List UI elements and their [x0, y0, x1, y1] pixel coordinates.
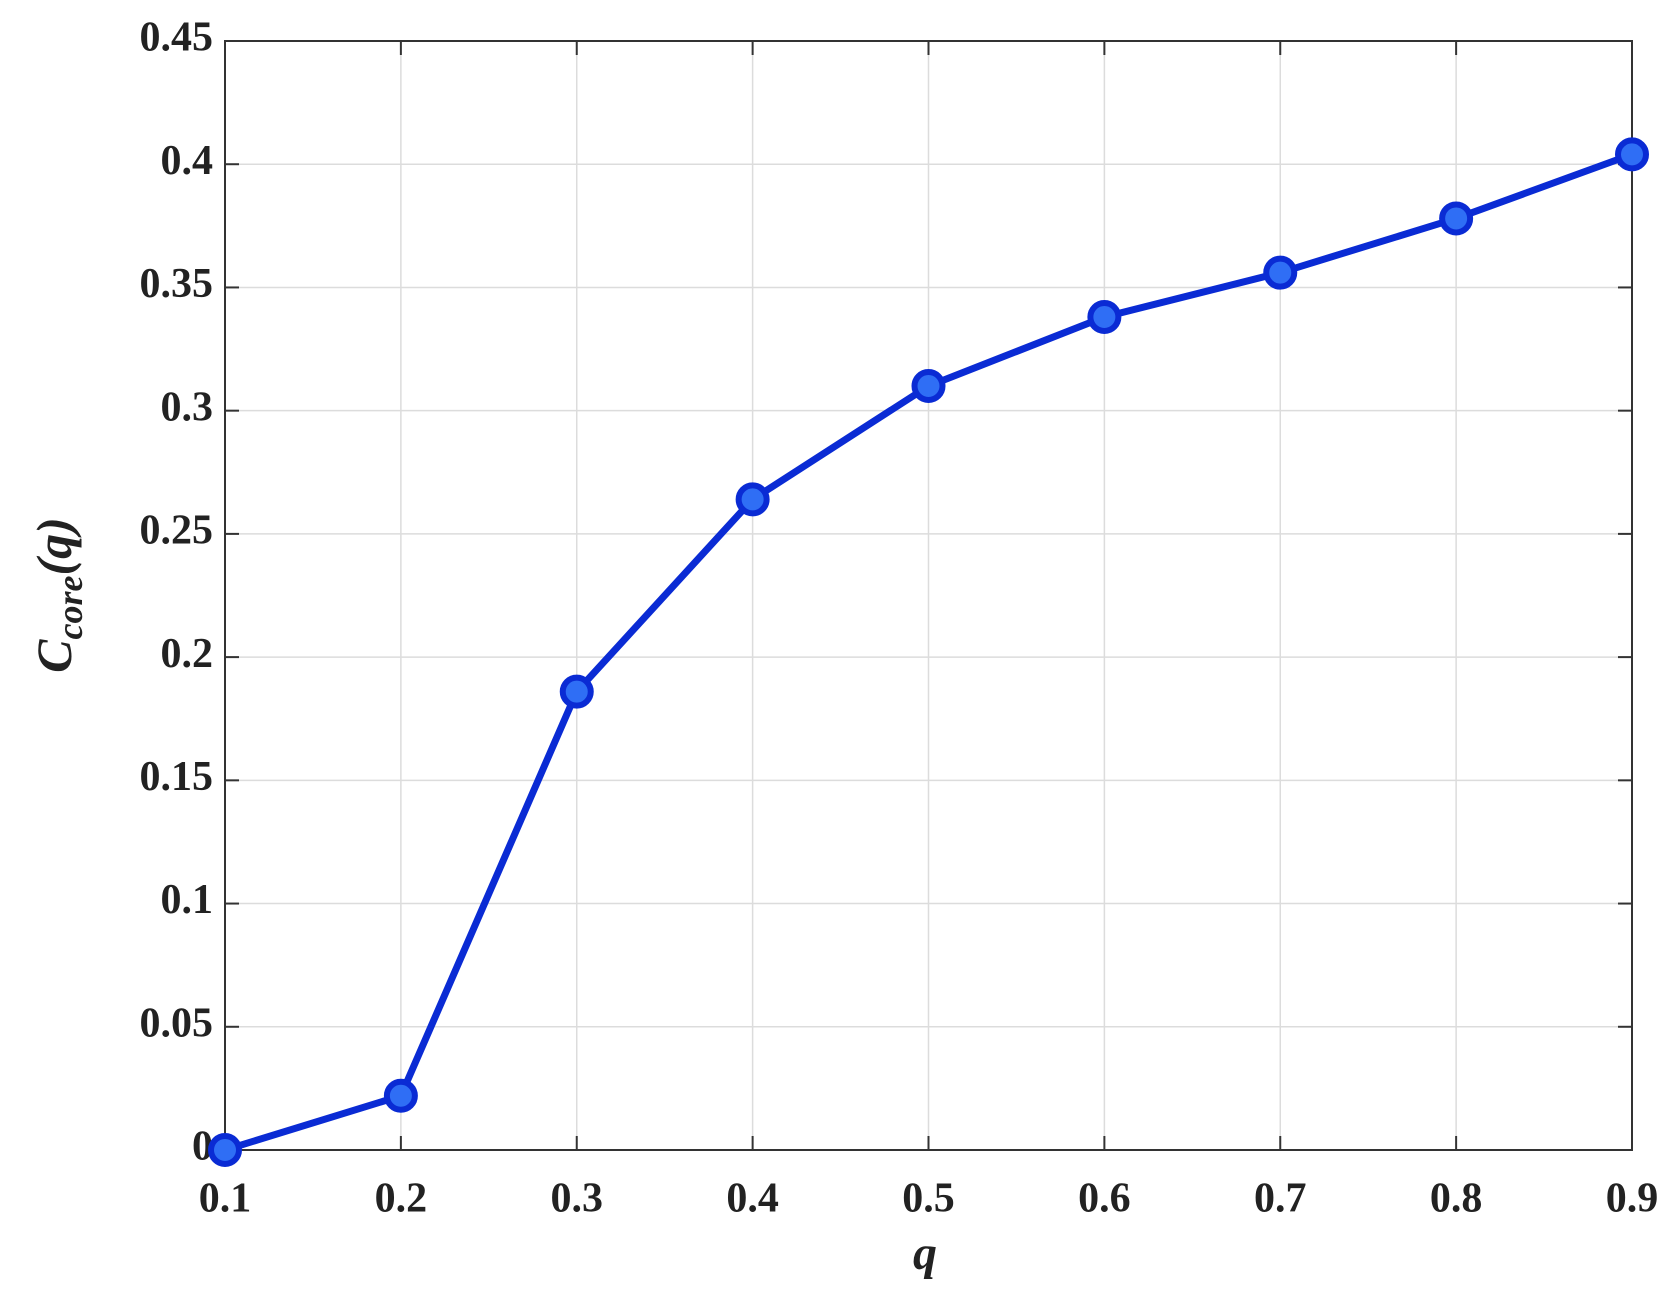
data-point: [1087, 300, 1122, 335]
x-tick-label: 0.1: [199, 1176, 252, 1222]
data-point: [1615, 137, 1649, 172]
y-tick-label: 0.15: [140, 754, 214, 800]
data-point: [911, 369, 946, 404]
y-tick-label: 0.35: [140, 261, 214, 307]
y-label-tail: (q): [26, 517, 82, 575]
y-label-main: C: [26, 639, 82, 673]
x-tick-label: 0.7: [1254, 1176, 1307, 1222]
data-point: [208, 1133, 242, 1167]
x-tick-label: 0.6: [1078, 1176, 1131, 1222]
y-tick-label: 0.2: [161, 631, 214, 677]
x-tick-label: 0.2: [375, 1176, 428, 1222]
y-label-sub: core: [50, 575, 90, 639]
x-tick-label: 0.9: [1606, 1176, 1659, 1222]
y-tick-label: 0: [192, 1124, 213, 1170]
y-tick-label: 0.05: [140, 1000, 214, 1046]
x-tick-label: 0.4: [726, 1176, 779, 1222]
y-tick-label: 0.25: [140, 508, 214, 554]
data-point: [1439, 201, 1474, 236]
x-tick-label: 0.8: [1430, 1176, 1483, 1222]
x-axis-label: q: [913, 1227, 937, 1280]
data-point: [735, 482, 770, 517]
y-tick-label: 0.1: [161, 877, 214, 923]
y-tick-label: 0.3: [161, 384, 214, 430]
data-point: [559, 674, 594, 709]
x-tick-label: 0.5: [902, 1176, 955, 1222]
y-tick-label: 0.45: [140, 15, 214, 61]
x-tick-label: 0.3: [551, 1176, 604, 1222]
y-axis-label: Ccore(q): [26, 517, 90, 673]
data-point: [383, 1078, 418, 1113]
data-point: [1263, 255, 1298, 290]
plot-frame: [224, 40, 1633, 1151]
y-tick-label: 0.4: [161, 138, 214, 184]
